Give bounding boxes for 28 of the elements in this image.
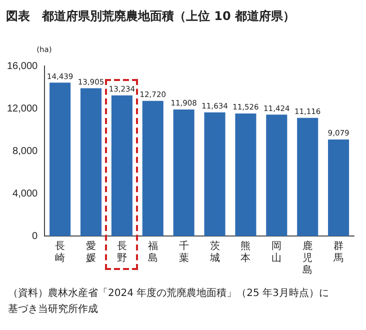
chart-title: 図表 都道府県別荒廃農地面積（上位 10 都道府県） — [6, 8, 296, 25]
y-tick-label: 4,000 — [12, 188, 38, 200]
x-tick-label: 長崎 — [55, 240, 66, 264]
y-tick-label: 12,000 — [6, 103, 38, 114]
x-tick-label: 岡山 — [272, 240, 282, 264]
x-tick-label: 茨城 — [208, 240, 220, 264]
bar — [80, 88, 102, 236]
x-tick-label: 群馬 — [332, 240, 344, 264]
y-tick-label: 16,000 — [6, 60, 38, 72]
y-tick-label: 8,000 — [12, 146, 38, 157]
bar — [204, 112, 226, 236]
x-tick-label: 熊本 — [240, 240, 251, 264]
text: 基づき当研究所作成 — [8, 302, 99, 317]
bar — [142, 100, 164, 236]
x-tick-label: 鹿児島 — [302, 240, 313, 276]
y-tick-label: 0 — [32, 230, 38, 242]
bar — [50, 82, 71, 236]
bar — [173, 109, 194, 236]
bar — [266, 114, 288, 236]
x-tick-label: 愛媛 — [86, 240, 96, 264]
text: （資料）農林水産省「2024 年度の荒廃農地面積」（25 年3月時点）に — [8, 286, 329, 301]
bar — [235, 114, 256, 236]
bar — [297, 118, 318, 236]
x-tick-label: 長野 — [116, 240, 127, 264]
bar — [111, 95, 132, 236]
bar — [328, 140, 350, 236]
x-tick-label: 千葉 — [178, 240, 189, 264]
x-tick-label: 福島 — [148, 240, 158, 264]
